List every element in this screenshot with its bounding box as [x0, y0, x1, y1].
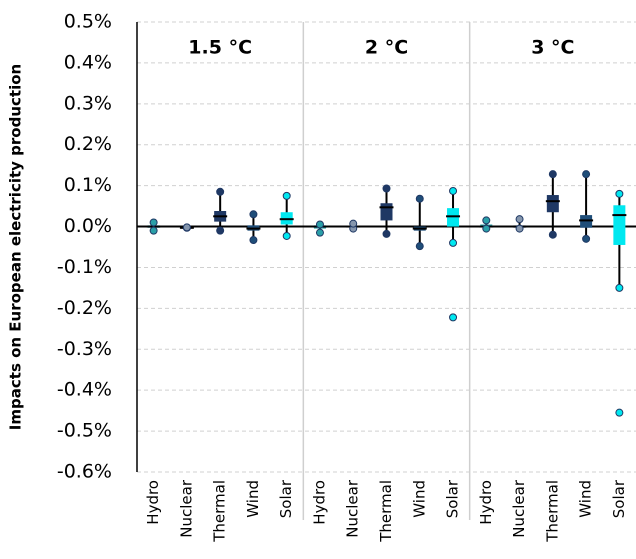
x-tick-label: Solar [444, 479, 462, 518]
extreme-point [382, 229, 391, 238]
extreme-point [548, 170, 557, 179]
x-tick-label: Wind [410, 480, 428, 518]
extreme-point [282, 231, 291, 240]
y-tick-label: 0.0% [64, 215, 112, 237]
y-tick-label: 0.1% [64, 174, 112, 196]
x-tick-label: Nuclear [177, 479, 195, 538]
extreme-point [582, 234, 591, 243]
extreme-point [315, 228, 324, 237]
extreme-point [315, 220, 324, 229]
panel-title: 1.5 °C [188, 37, 252, 59]
extreme-point [249, 236, 258, 245]
extreme-point [482, 216, 491, 225]
y-tick-label: -0.1% [57, 256, 112, 278]
box [580, 215, 593, 228]
x-tick-label: Hydro [144, 480, 162, 525]
extreme-point [515, 224, 524, 233]
x-tick-label: Solar [277, 479, 295, 518]
x-tick-label: Wind [577, 480, 595, 518]
y-tick-label: -0.6% [57, 461, 112, 483]
x-tick-label: Hydro [310, 480, 328, 525]
extreme-point [615, 283, 624, 292]
extreme-point [548, 230, 557, 239]
extreme-point [449, 186, 458, 195]
panel-title: 3 °C [531, 37, 574, 59]
x-tick-label: Wind [244, 480, 262, 518]
extreme-point [415, 242, 424, 251]
y-tick-label: 0.3% [64, 92, 112, 114]
extreme-point [449, 238, 458, 247]
x-tick-label: Thermal [543, 480, 561, 543]
x-tick-label: Thermal [377, 480, 395, 543]
y-tick-label: -0.2% [57, 297, 112, 319]
box [546, 195, 559, 213]
box [447, 208, 460, 227]
y-tick-label: 0.5% [64, 11, 112, 33]
extreme-point [382, 184, 391, 193]
extreme-point [582, 170, 591, 179]
x-tick-label: Nuclear [344, 479, 362, 538]
panel-title: 2 °C [365, 37, 408, 59]
y-tick-label: 0.4% [64, 51, 112, 73]
extreme-point [482, 224, 491, 233]
box [380, 203, 393, 221]
extreme-point [349, 219, 358, 228]
outlier [449, 313, 458, 322]
extreme-point [149, 218, 158, 227]
box [613, 205, 626, 245]
extreme-point [149, 226, 158, 235]
y-tick-label: -0.3% [57, 338, 112, 360]
y-axis-label: Impacts on European electricity producti… [7, 64, 25, 430]
extreme-point [216, 187, 225, 196]
extreme-point [282, 191, 291, 200]
y-tick-label: -0.4% [57, 379, 112, 401]
extreme-point [415, 194, 424, 203]
outlier [615, 408, 624, 417]
x-tick-label: Nuclear [510, 479, 528, 538]
extreme-point [182, 223, 191, 232]
x-tick-label: Solar [610, 479, 628, 518]
extreme-point [615, 189, 624, 198]
x-tick-label: Hydro [477, 480, 495, 525]
extreme-point [249, 210, 258, 219]
y-tick-label: -0.5% [57, 420, 112, 442]
extreme-point [515, 215, 524, 224]
extreme-point [216, 226, 225, 235]
y-tick-label: 0.2% [64, 133, 112, 155]
x-tick-label: Thermal [211, 480, 229, 543]
